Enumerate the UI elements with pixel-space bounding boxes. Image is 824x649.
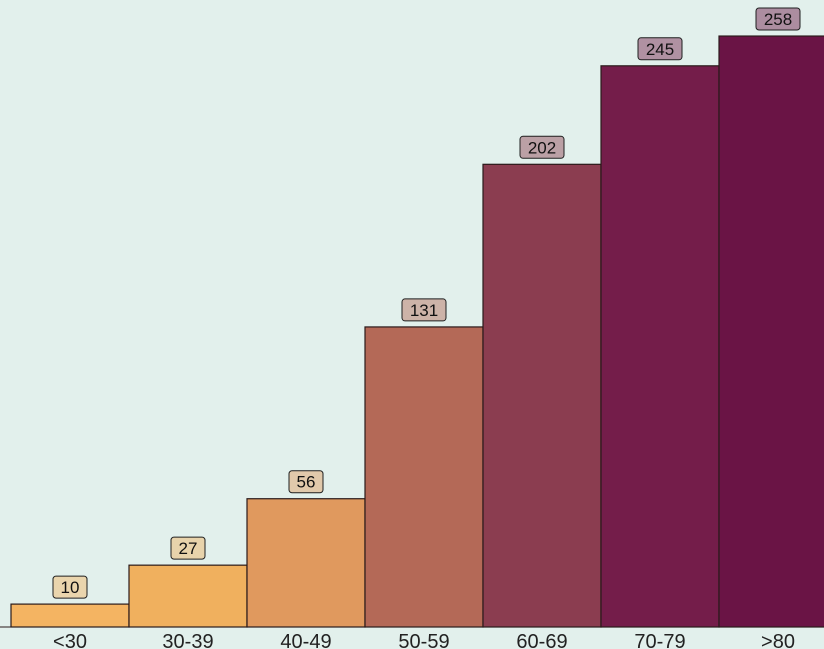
data-label-4: 131 <box>401 298 447 322</box>
data-label-text: 131 <box>410 301 438 320</box>
data-label-3: 56 <box>288 470 324 494</box>
bar-7 <box>718 35 824 628</box>
data-label-text: 27 <box>179 539 198 558</box>
data-label-6: 245 <box>637 37 683 61</box>
x-tick-label-6: 70-79 <box>634 631 685 649</box>
x-tick-label-4: 50-59 <box>398 631 449 649</box>
data-label-box <box>637 37 683 61</box>
data-label-text: 56 <box>297 473 316 492</box>
data-label-box <box>755 7 801 31</box>
x-tick-label-3: 40-49 <box>280 631 331 649</box>
x-tick-labels-group: <30 30-39 40-49 50-59 60-69 70-79 >80 <box>53 631 795 649</box>
x-tick-label-1: <30 <box>53 631 87 649</box>
bar-3 <box>246 498 366 628</box>
data-label-box <box>288 470 324 494</box>
bar-1 <box>10 603 130 628</box>
data-label-box <box>52 575 88 599</box>
bar-4 <box>364 326 484 628</box>
data-label-box <box>519 135 565 159</box>
bar-6 <box>600 65 720 628</box>
data-label-2: 27 <box>170 536 206 560</box>
data-label-5: 202 <box>519 135 565 159</box>
x-tick-label-2: 30-39 <box>162 631 213 649</box>
data-label-text: 245 <box>646 40 674 59</box>
data-label-text: 258 <box>764 10 792 29</box>
x-tick-label-7: >80 <box>761 631 795 649</box>
data-label-text: 10 <box>61 578 80 597</box>
bars-group <box>10 35 824 628</box>
bar-5 <box>482 163 602 628</box>
bar-2 <box>128 564 248 628</box>
data-label-7: 258 <box>755 7 801 31</box>
data-label-1: 10 <box>52 575 88 599</box>
data-labels-group: 10 27 56 131 202 245 258 <box>52 7 801 599</box>
x-tick-label-5: 60-69 <box>516 631 567 649</box>
data-label-box <box>170 536 206 560</box>
data-label-text: 202 <box>528 138 556 157</box>
data-label-box <box>401 298 447 322</box>
